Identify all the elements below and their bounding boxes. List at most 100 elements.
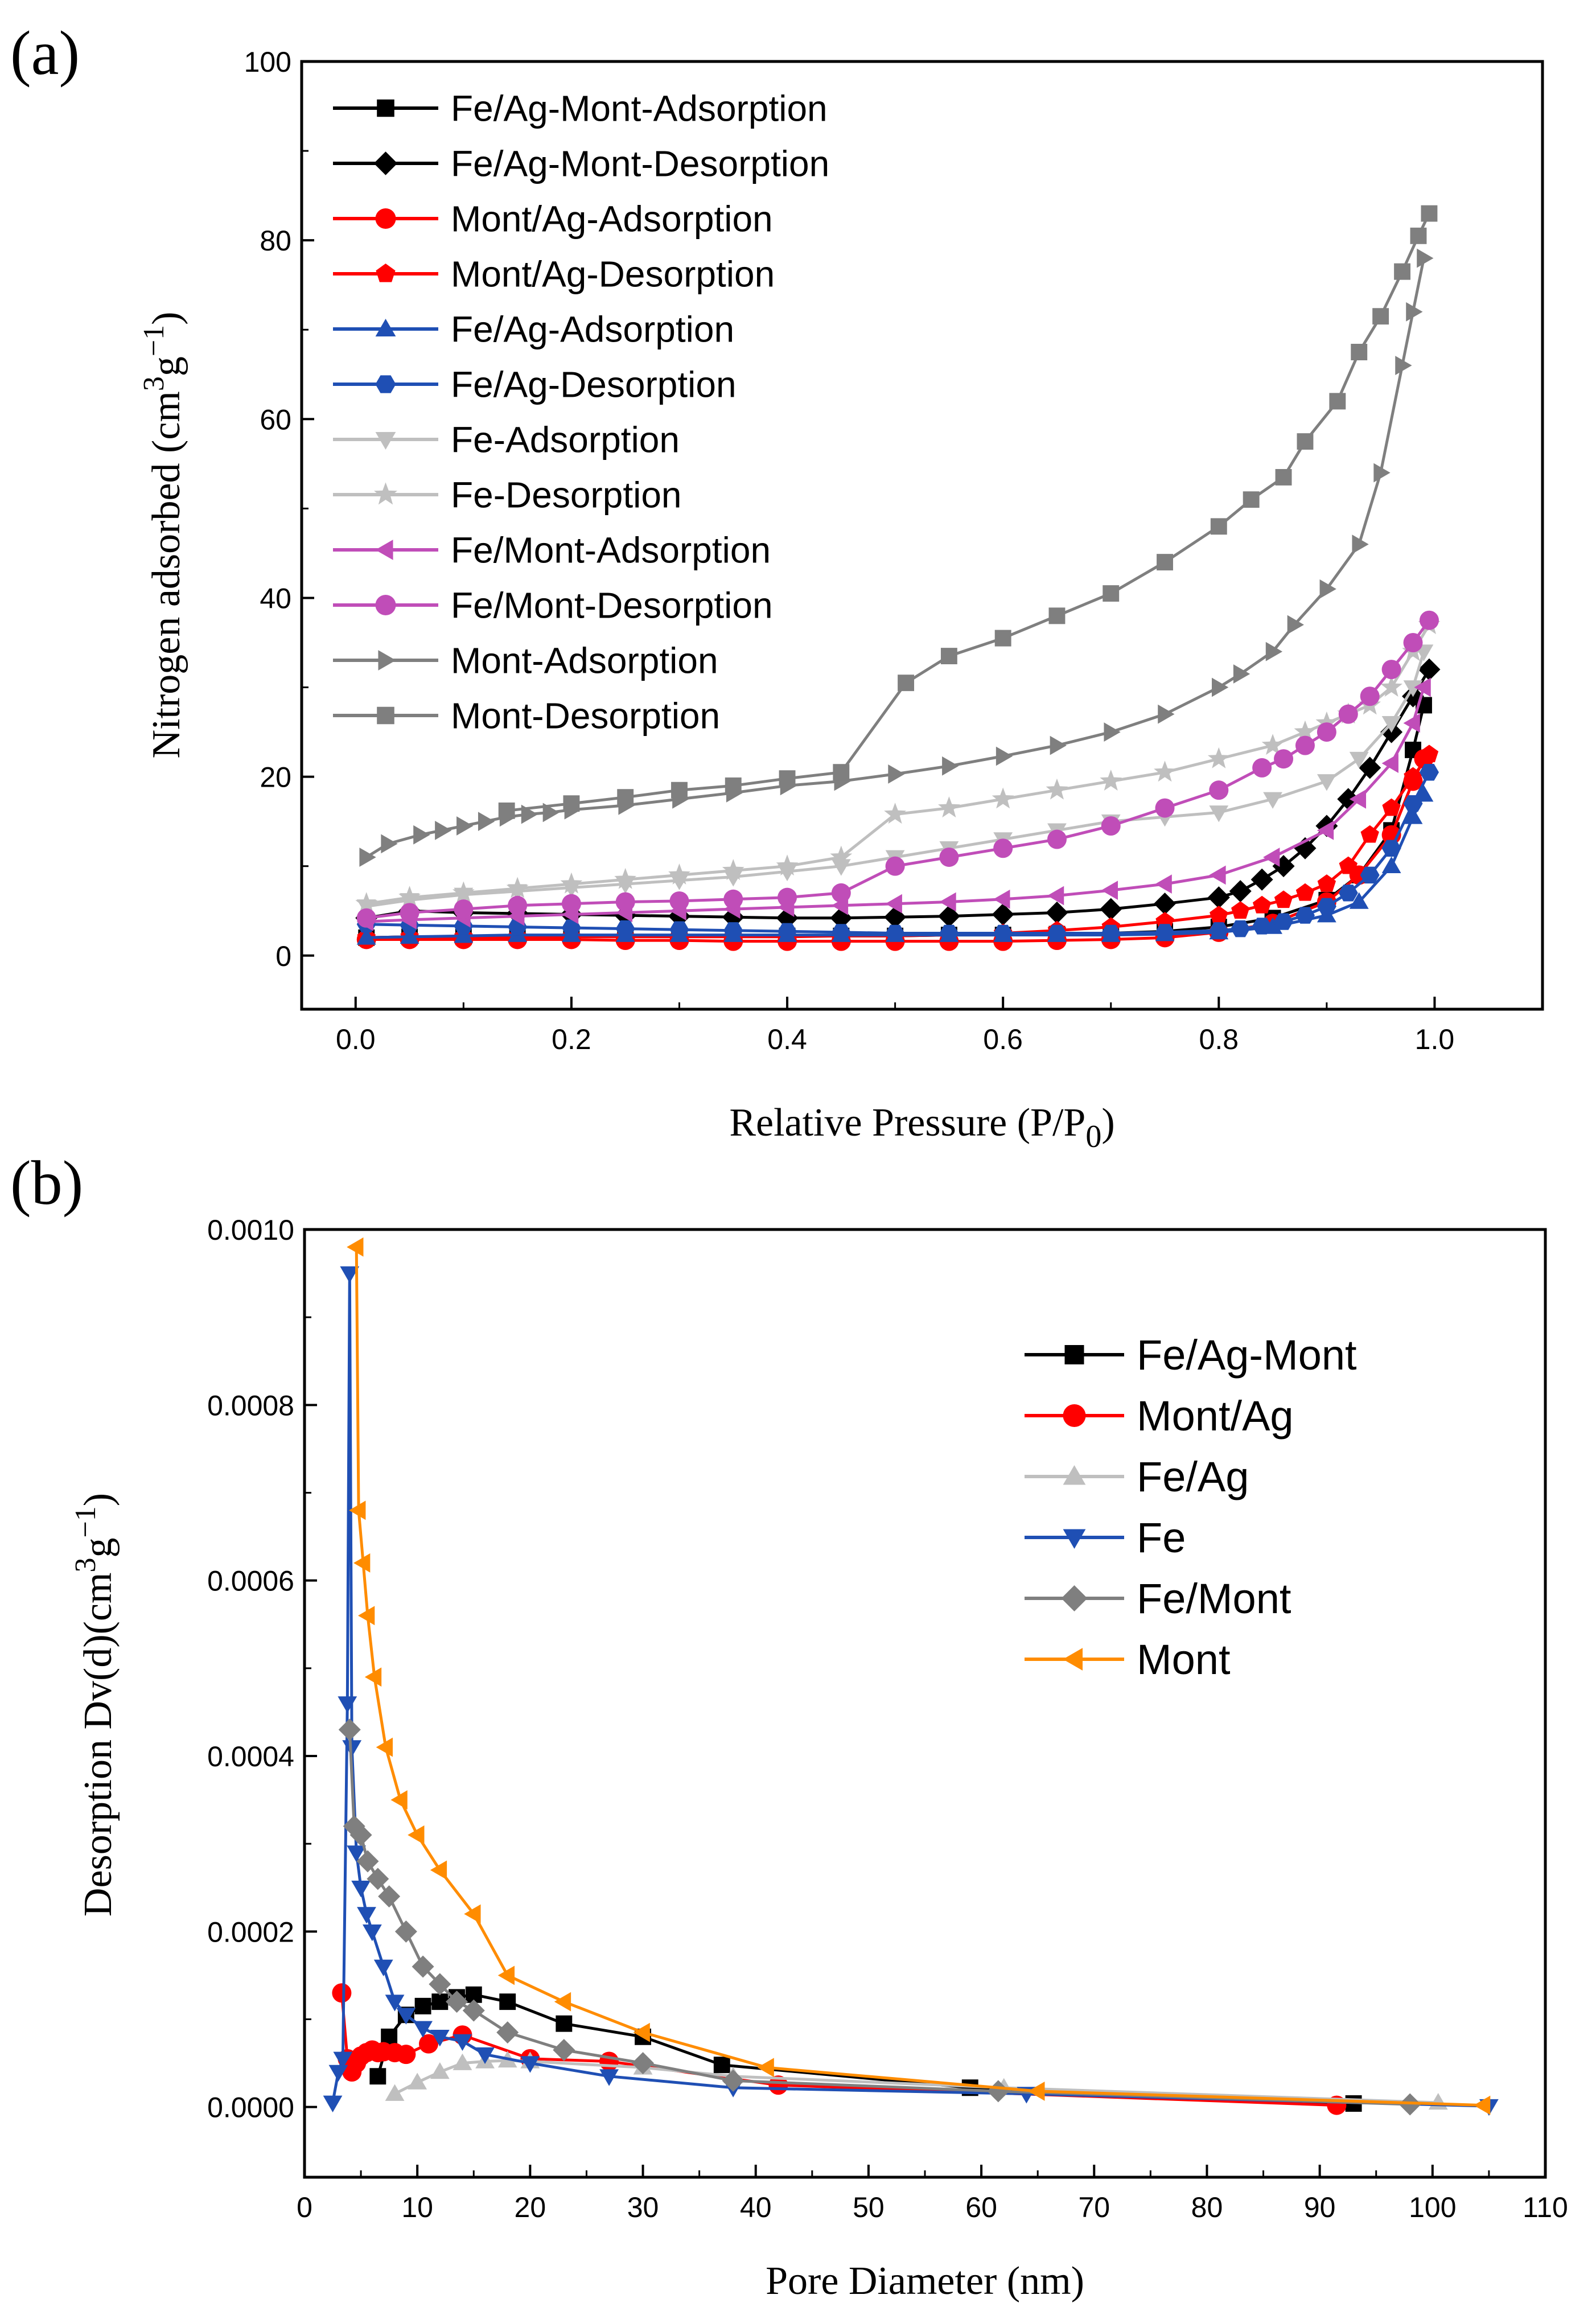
data-point bbox=[831, 924, 851, 941]
legend-label: Fe/Ag-Desorption bbox=[451, 364, 737, 405]
data-point bbox=[1317, 722, 1336, 742]
series-fe-mont bbox=[338, 1718, 1421, 2116]
data-point bbox=[353, 1553, 371, 1573]
data-point bbox=[669, 891, 689, 911]
data-point bbox=[419, 2034, 438, 2054]
data-point bbox=[1360, 686, 1380, 706]
panel-b-x-axis-label: Pore Diameter (nm) bbox=[766, 2259, 1084, 2303]
data-point bbox=[1047, 886, 1064, 906]
data-point bbox=[898, 675, 915, 692]
x-tick-label: 80 bbox=[1191, 2191, 1223, 2223]
legend-marker bbox=[373, 151, 398, 175]
data-point bbox=[394, 1920, 417, 1943]
data-point bbox=[1395, 356, 1412, 375]
data-point bbox=[1275, 468, 1292, 486]
y-tick-label: 0.0004 bbox=[207, 1741, 294, 1773]
data-point bbox=[328, 2065, 348, 2082]
data-point bbox=[987, 2080, 1010, 2103]
data-point bbox=[1394, 263, 1411, 280]
y-tick-label: 100 bbox=[244, 46, 291, 78]
series-line-fe-mont bbox=[348, 1729, 1410, 2106]
data-point bbox=[561, 894, 581, 914]
data-point bbox=[1381, 840, 1401, 857]
legend-label: Fe/Mont-Adsorption bbox=[451, 529, 771, 570]
data-point bbox=[1209, 922, 1229, 939]
panel-a-label: (a) bbox=[10, 18, 80, 88]
data-point bbox=[554, 1992, 571, 2012]
data-point bbox=[1403, 680, 1423, 697]
data-point bbox=[1050, 735, 1067, 755]
data-point bbox=[1231, 920, 1251, 937]
x-tick-label: 0.6 bbox=[983, 1023, 1023, 1055]
legend-entry: Fe/Mont bbox=[1025, 1575, 1291, 1622]
data-point bbox=[396, 2045, 416, 2065]
data-point bbox=[1207, 747, 1230, 768]
x-tick-label: 20 bbox=[515, 2191, 546, 2223]
data-point bbox=[1028, 2082, 1045, 2101]
y-tick-label: 0.0008 bbox=[207, 1389, 294, 1421]
data-point bbox=[1261, 734, 1284, 755]
data-point bbox=[429, 1973, 451, 1996]
data-point bbox=[1231, 901, 1250, 919]
data-point bbox=[412, 1955, 434, 1978]
data-point bbox=[1418, 658, 1441, 681]
legend-label: Fe-Desorption bbox=[451, 474, 682, 515]
data-point bbox=[496, 2021, 519, 2044]
data-point bbox=[1297, 433, 1314, 450]
legend-label: Fe/Mont-Desorption bbox=[451, 585, 773, 626]
series-fe-ag-mont bbox=[369, 1986, 1362, 2112]
x-tick-label: 0.0 bbox=[336, 1023, 376, 1055]
data-point bbox=[884, 803, 907, 824]
series-fe bbox=[323, 1266, 1499, 2116]
data-point bbox=[1265, 641, 1283, 661]
data-point bbox=[1101, 816, 1121, 836]
legend-marker bbox=[378, 650, 396, 671]
data-point bbox=[885, 856, 905, 876]
series-fe-ag-desorption bbox=[356, 764, 1439, 942]
data-point bbox=[446, 1991, 468, 2013]
data-point bbox=[561, 919, 581, 936]
data-point bbox=[1252, 758, 1272, 778]
data-point bbox=[563, 795, 580, 812]
data-point bbox=[1252, 895, 1272, 914]
panel-b-y-axis-label: Desorption Dv(d)(cm3g−1) bbox=[69, 1493, 120, 1917]
series-mont-adsorption bbox=[359, 248, 1434, 867]
data-point bbox=[1417, 248, 1434, 268]
data-point bbox=[400, 927, 419, 944]
data-point bbox=[453, 2034, 472, 2051]
data-point bbox=[1403, 713, 1420, 733]
data-point bbox=[1155, 924, 1175, 941]
data-point bbox=[1420, 745, 1439, 763]
legend-label: Mont-Adsorption bbox=[451, 640, 718, 681]
y-tick-label: 80 bbox=[260, 225, 291, 257]
data-point bbox=[369, 2068, 386, 2085]
data-point bbox=[497, 1965, 515, 1985]
data-point bbox=[1352, 534, 1369, 554]
data-point bbox=[1419, 610, 1439, 630]
legend-marker bbox=[375, 540, 393, 560]
legend-marker bbox=[375, 595, 396, 615]
data-point bbox=[1101, 924, 1121, 942]
data-point bbox=[778, 887, 797, 907]
data-point bbox=[347, 1845, 367, 1862]
x-tick-label: 10 bbox=[401, 2191, 433, 2223]
legend-entry: Mont/Ag-Desorption bbox=[333, 253, 775, 294]
data-point bbox=[499, 1993, 516, 2010]
data-point bbox=[1100, 770, 1122, 791]
legend-marker bbox=[375, 375, 396, 393]
legend-label: Mont/Ag bbox=[1137, 1392, 1294, 1440]
data-point bbox=[338, 1696, 357, 1713]
data-point bbox=[1349, 751, 1369, 769]
data-point bbox=[1403, 795, 1423, 812]
x-tick-label: 70 bbox=[1078, 2191, 1110, 2223]
data-point bbox=[1274, 913, 1294, 930]
legend-label: Mont/Ag-Adsorption bbox=[451, 198, 773, 239]
data-point bbox=[1315, 711, 1338, 733]
panel-a-x-axis-label: Relative Pressure (P/P0) bbox=[729, 1101, 1114, 1154]
data-point bbox=[332, 1983, 352, 2003]
data-point bbox=[615, 892, 635, 912]
data-point bbox=[1274, 749, 1294, 769]
data-point bbox=[1295, 735, 1315, 755]
data-point bbox=[1047, 924, 1067, 942]
legend-entry: Fe/Ag bbox=[1025, 1453, 1249, 1500]
